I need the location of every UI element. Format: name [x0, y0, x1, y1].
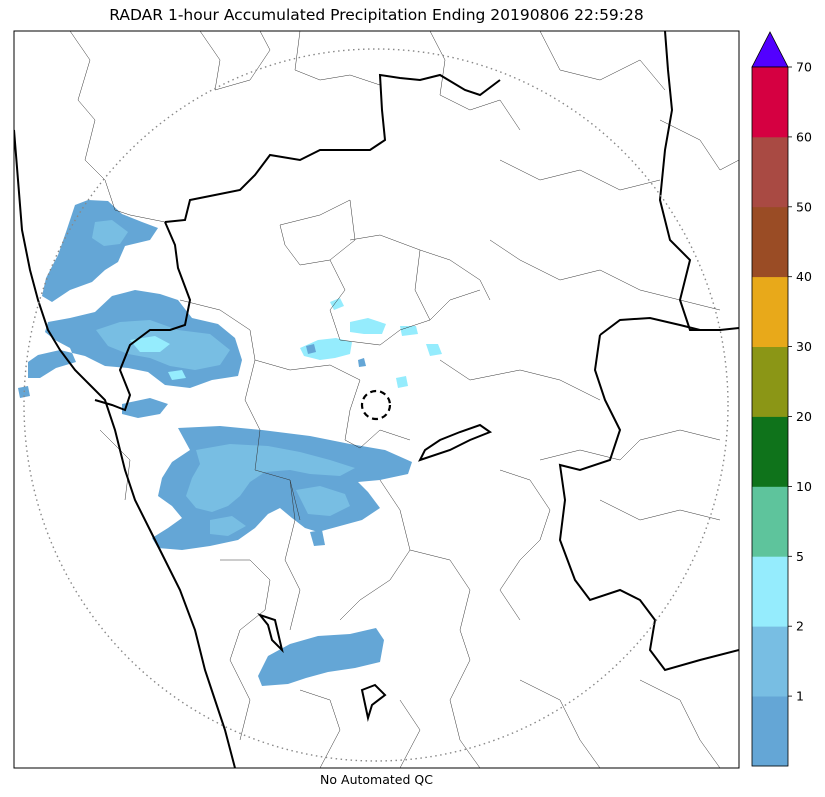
- qc-note: No Automated QC: [320, 772, 433, 787]
- precip-speck: [350, 318, 386, 334]
- colorbar-tick-label: 30: [796, 339, 812, 354]
- colorbar-band: [752, 206, 788, 278]
- precip-area: [296, 486, 350, 516]
- colorbar-tick-label: 1: [796, 689, 804, 704]
- precip-layer: [18, 200, 442, 686]
- colorbar-band: [752, 346, 788, 417]
- colorbar-band: [752, 276, 788, 347]
- map-frame: [13, 30, 740, 769]
- precip-area: [258, 628, 384, 686]
- precip-area: [210, 516, 246, 536]
- colorbar: 1 2 5 10 20 30 40 50 60 70: [751, 31, 812, 767]
- colorbar-band: [752, 696, 788, 767]
- precip-area: [18, 386, 30, 398]
- precip-area: [42, 200, 158, 302]
- precip-speck: [306, 344, 316, 354]
- precip-speck: [426, 344, 442, 356]
- colorbar-band: [752, 556, 788, 627]
- colorbar-overflow-triangle: [751, 31, 789, 68]
- radar-map: [13, 30, 740, 769]
- precip-speck: [396, 376, 408, 388]
- colorbar-tick-label: 2: [796, 619, 804, 634]
- colorbar-tick-label: 40: [796, 269, 812, 284]
- colorbar-tick-label: 60: [796, 129, 812, 144]
- map-title: RADAR 1-hour Accumulated Precipitation E…: [109, 6, 644, 24]
- precip-speck: [300, 338, 352, 360]
- coastline: [14, 129, 236, 768]
- colorbar-band: [752, 626, 788, 697]
- colorbar-tick-label: 5: [796, 549, 804, 564]
- state-boundaries: [14, 31, 739, 768]
- precip-area: [310, 530, 325, 546]
- precip-area: [186, 444, 355, 512]
- colorbar-tick-label: 10: [796, 479, 812, 494]
- radar-range-ring: [23, 48, 729, 762]
- colorbar-band: [752, 67, 788, 138]
- colorbar-tick-label: 50: [796, 199, 812, 214]
- precip-area: [92, 220, 128, 246]
- precip-area: [130, 336, 170, 352]
- colorbar-band: [752, 486, 788, 557]
- colorbar-band: [752, 416, 788, 487]
- colorbar-tick-label: 70: [796, 60, 812, 75]
- precip-speck: [358, 358, 366, 367]
- district-boundaries: [69, 31, 739, 768]
- precip-speck: [330, 298, 344, 310]
- colorbar-tick-label: 20: [796, 409, 812, 424]
- precip-area: [122, 398, 168, 418]
- colorbar-band: [752, 136, 788, 208]
- precip-area: [168, 370, 186, 380]
- precip-speck: [400, 326, 418, 336]
- radar-site-marker: [360, 389, 392, 421]
